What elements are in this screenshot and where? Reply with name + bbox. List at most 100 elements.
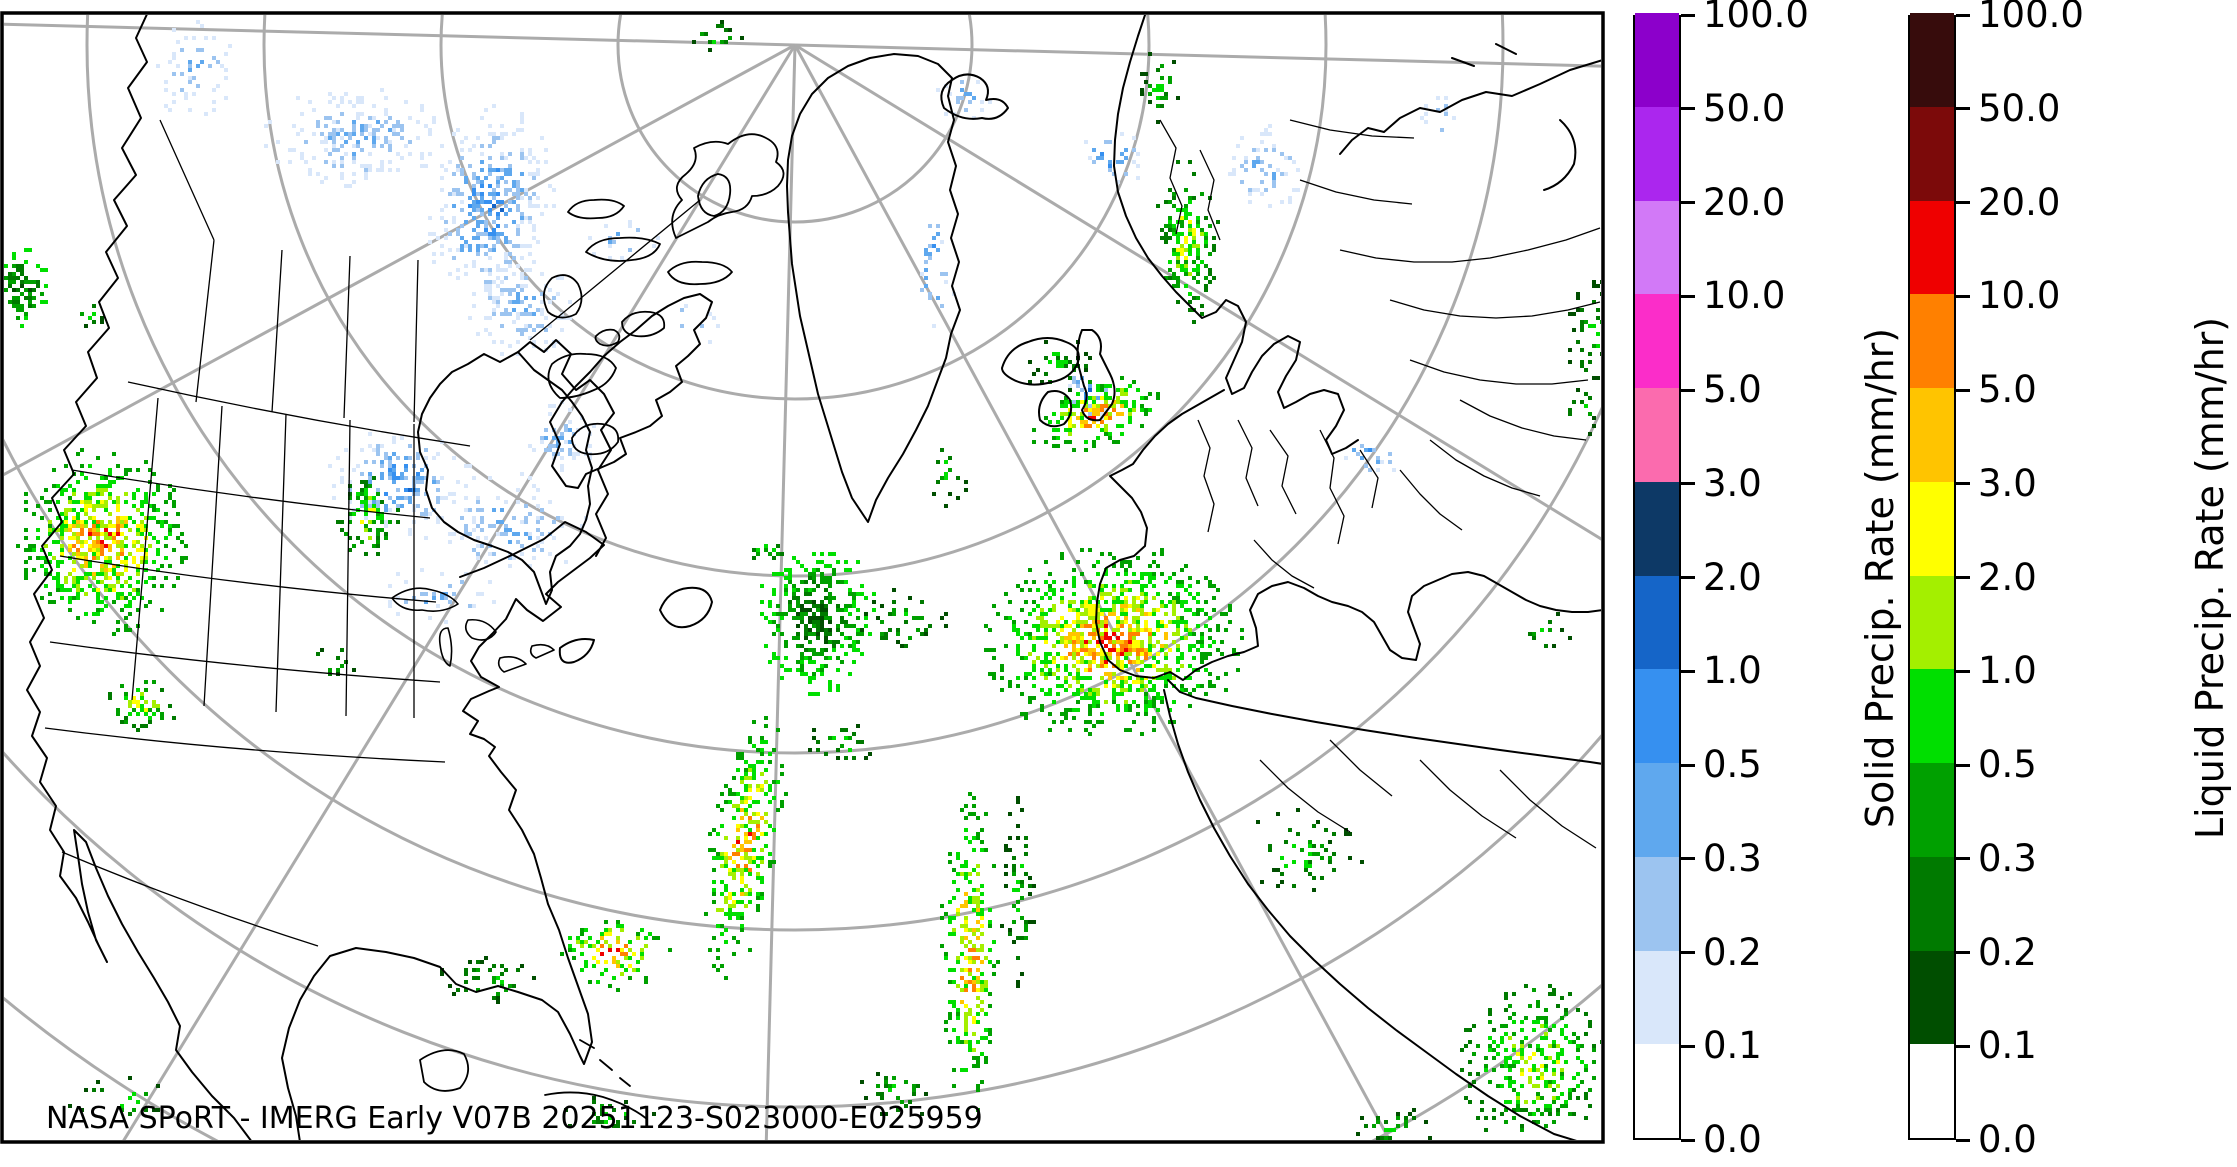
colorbar-tick (1956, 576, 1970, 579)
colorbar-tick-label: 2.0 (1703, 555, 1762, 599)
colorbar-tick-label: 10.0 (1978, 274, 2061, 318)
graticule-meridian (4, 22, 796, 47)
colorbar-tick (1956, 763, 1970, 767)
colorbar-segment (1910, 950, 1954, 1045)
border-us-mexico (61, 851, 319, 947)
border-europe-countries (1159, 119, 1601, 589)
map-border-frame (0, 11, 1605, 1144)
colorbar-tick (1956, 951, 1970, 954)
colorbar-segment (1910, 1043, 1954, 1138)
colorbar-segment (1910, 856, 1954, 951)
colorbar-tick (1956, 1138, 1970, 1142)
graticule-meridian (764, 44, 797, 1140)
colorbar-tick (1681, 107, 1695, 111)
colorbar-segment (1635, 200, 1679, 295)
colorbar-tick (1681, 13, 1695, 17)
colorbar-tick-label: 50.0 (1978, 86, 2061, 130)
border-us-states (44, 397, 446, 763)
precip-cells (12, 20, 1601, 1140)
coastline-great-lakes (391, 587, 555, 673)
border-us-canada (127, 381, 471, 447)
solid-colorbar (1633, 12, 1681, 1140)
colorbar-tick (1956, 294, 1970, 298)
colorbar-tick-label: 1.0 (1703, 649, 1762, 693)
colorbar-tick (1956, 1044, 1970, 1048)
coastline-north-america-west (26, 15, 252, 1140)
map-annotation: NASA SPoRT - IMERG Early V07B 20251123-S… (46, 1101, 983, 1136)
graticule-parallel (439, 15, 1151, 401)
colorbar-segment (1635, 1043, 1679, 1138)
colorbar-tick-label: 20.0 (1703, 180, 1786, 224)
colorbar-tick (1681, 294, 1695, 298)
coastline-caribbean (419, 1039, 648, 1120)
colorbar-segment (1910, 12, 1954, 107)
coastline-arctic-archipelago (542, 133, 785, 456)
coastline-newfoundland (558, 586, 713, 664)
liquid-colorbar (1908, 12, 1956, 1140)
colorbar-tick (1956, 201, 1970, 204)
graticule-meridian (793, 44, 1392, 1140)
coastline-svalbard (940, 73, 1009, 120)
coastline-british-isles (1038, 329, 1116, 428)
colorbar-tick-label: 0.5 (1978, 743, 2037, 786)
colorbar-segment (1910, 668, 1954, 763)
colorbar-tick-label: 10.0 (1703, 274, 1786, 318)
colorbar-tick (1681, 951, 1695, 954)
solid-colorbar-axis-label: Solid Precip. Rate (mm/hr) (1858, 327, 1902, 828)
colorbar-segment (1635, 481, 1679, 576)
precip-cells (188, 60, 1380, 604)
colorbar-tick (1681, 482, 1695, 486)
colorbar-tick-label: 0.3 (1703, 836, 1762, 880)
colorbar-tick-label: 1.0 (1978, 649, 2037, 693)
colorbar-tick-label: 0.0 (1703, 1118, 1762, 1161)
colorbar-segment (1910, 293, 1954, 388)
colorbar-tick-label: 0.3 (1978, 836, 2037, 880)
colorbar-segment (1910, 481, 1954, 576)
colorbar-tick-label: 3.0 (1978, 461, 2037, 505)
colorbar-tick (1681, 1138, 1695, 1142)
colorbar-tick (1681, 1044, 1695, 1048)
graticule-meridian (794, 43, 1601, 541)
colorbar-segment (1910, 200, 1954, 295)
colorbar-segment (1635, 575, 1679, 670)
precip-cells (88, 416, 1132, 956)
colorbar-segment (1910, 387, 1954, 482)
coastline-baffin-island (549, 293, 713, 489)
colorbar-tick (1956, 107, 1970, 111)
colorbar-tick (1681, 857, 1695, 861)
coastline-europe (1095, 389, 1601, 681)
colorbar-segment (1635, 856, 1679, 951)
colorbar-segment (1635, 293, 1679, 388)
coastline-hudson-bay (417, 351, 593, 605)
colorbar-tick (1956, 669, 1970, 673)
colorbar-tick-label: 100.0 (1703, 0, 1809, 36)
precip-cells (4, 40, 1600, 1132)
colorbar-segment (1635, 12, 1679, 107)
coastline-labrador (517, 339, 615, 557)
graticule-parallel (262, 15, 1328, 578)
colorbar-tick (1956, 857, 1970, 861)
colorbar-tick-label: 20.0 (1978, 180, 2061, 224)
border-canada-provinces (159, 119, 701, 423)
colorbar-tick (1681, 201, 1695, 204)
coastline-north-america-east (281, 521, 605, 1140)
colorbar-tick-label: 0.1 (1703, 1024, 1762, 1068)
colorbar-tick-label: 0.5 (1703, 743, 1762, 786)
colorbar-tick-label: 5.0 (1703, 368, 1762, 411)
precip-cells (156, 20, 1456, 624)
colorbar-segment (1635, 387, 1679, 482)
colorbar-tick (1681, 576, 1695, 579)
colorbar-tick-label: 0.2 (1978, 930, 2037, 974)
border-africa-countries (1259, 739, 1597, 849)
colorbar-tick-label: 100.0 (1978, 0, 2084, 36)
colorbar-segment (1635, 762, 1679, 857)
graticule-parallel (85, 15, 1505, 755)
coastline-russia-arctic (1339, 43, 1601, 191)
colorbar-tick-label: 5.0 (1978, 368, 2037, 411)
coastline-greenland (786, 53, 961, 523)
colorbar-tick-label: 0.0 (1978, 1118, 2037, 1161)
precip-cells (384, 152, 1372, 496)
liquid-colorbar-axis-label: Liquid Precip. Rate (mm/hr) (2188, 316, 2232, 839)
